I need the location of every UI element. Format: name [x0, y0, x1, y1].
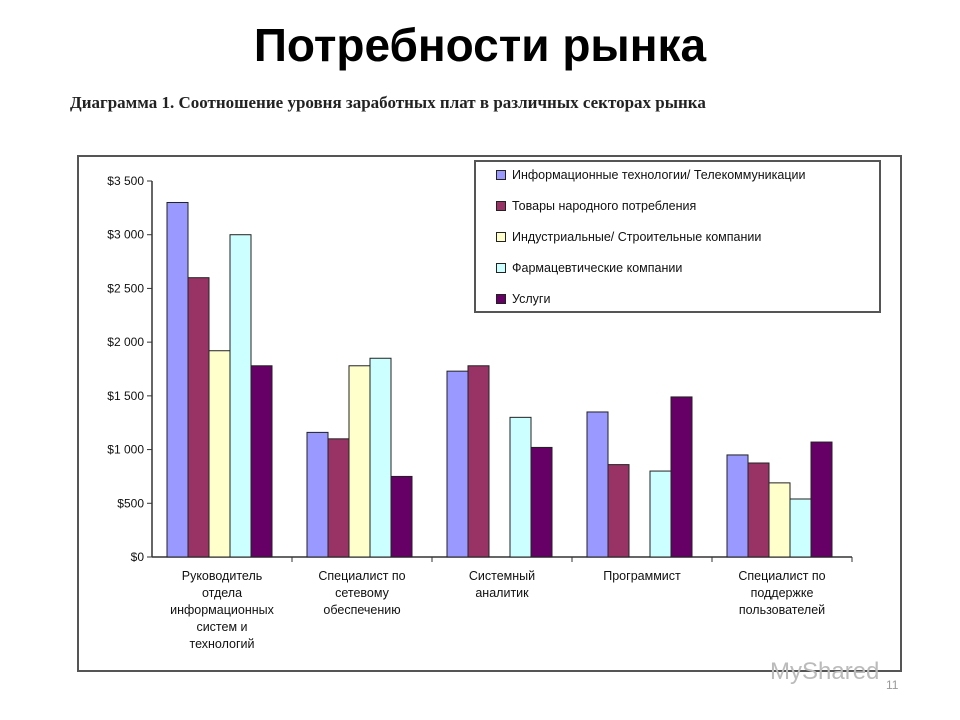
legend-item: Фармацевтические компании	[496, 261, 682, 275]
bar	[726, 454, 749, 558]
legend-label: Услуги	[512, 292, 551, 306]
bar	[509, 416, 532, 558]
bar	[446, 370, 469, 558]
x-tick-label: Специалист по поддержке пользователей	[738, 569, 825, 617]
bar	[586, 411, 609, 558]
chart-title: Диаграмма 1. Соотношение уровня заработн…	[70, 93, 706, 112]
bar	[369, 357, 392, 558]
slide-number: 11	[886, 678, 899, 692]
bar	[250, 365, 273, 558]
x-tick-label: Руководитель отдела информационных систем и…	[170, 569, 275, 651]
y-tick-label: $500	[117, 496, 144, 510]
y-tick-label: $2 500	[107, 281, 144, 295]
y-tick-label: $1 000	[107, 443, 144, 457]
bar	[306, 431, 329, 558]
legend-item: Услуги	[496, 292, 550, 306]
legend-label: Индустриальные/ Строительные компании	[512, 230, 762, 244]
bar	[810, 441, 833, 558]
y-tick-label: $1 500	[107, 389, 144, 403]
x-tick-label: Программист	[603, 569, 681, 583]
slide-title: Потребности рынка	[253, 19, 707, 71]
y-tick-label: $2 000	[107, 335, 144, 349]
legend-item: Индустриальные/ Строительные компании	[496, 230, 761, 244]
legend-swatch	[496, 263, 506, 273]
legend-label: Фармацевтические компании	[512, 261, 683, 275]
bar	[768, 482, 791, 558]
legend-swatch	[496, 170, 506, 180]
bar	[530, 446, 553, 558]
legend-swatch	[496, 201, 506, 211]
bar	[670, 396, 693, 558]
bar	[327, 438, 350, 558]
x-tick-label: Системный аналитик	[469, 569, 535, 600]
legend-item: Товары народного потребления	[496, 199, 696, 213]
bar	[208, 350, 231, 558]
y-tick-label: $3 000	[107, 228, 144, 242]
bar	[390, 475, 413, 558]
legend-label: Информационные технологии/ Телекоммуника…	[512, 168, 806, 182]
bar	[607, 464, 630, 558]
bar	[229, 234, 252, 558]
legend-swatch	[496, 294, 506, 304]
y-tick-label: $3 500	[107, 174, 144, 188]
bar	[747, 462, 770, 558]
legend-label: Товары народного потребления	[512, 199, 697, 213]
y-tick-label: $0	[131, 550, 145, 564]
x-tick-label: Специалист по сетевому обеспечению	[318, 569, 405, 617]
legend: Информационные технологии/ Телекоммуника…	[474, 160, 881, 313]
legend-swatch	[496, 232, 506, 242]
bar	[166, 201, 189, 558]
bar	[789, 498, 812, 558]
watermark: MyShared	[770, 658, 880, 685]
chart-frame	[77, 155, 902, 672]
bar	[649, 470, 672, 558]
legend-item: Информационные технологии/ Телекоммуника…	[496, 168, 805, 182]
bar	[187, 277, 210, 558]
bar	[467, 365, 490, 558]
bar	[348, 365, 371, 558]
